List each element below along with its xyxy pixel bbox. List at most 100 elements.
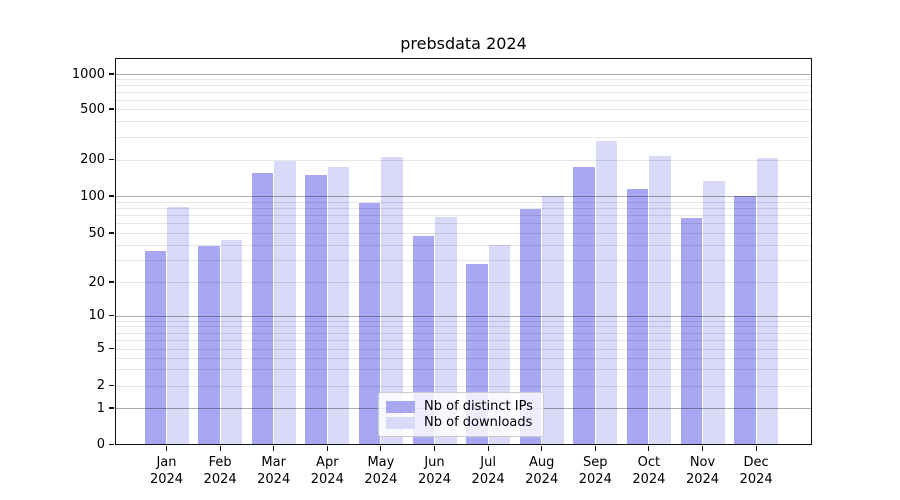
- gridline-minor-7: [115, 332, 812, 334]
- y-tick-label-5: 5: [96, 341, 105, 356]
- x-tick-mark-feb: [219, 445, 221, 451]
- y-tick-mark-50: [109, 232, 114, 234]
- legend-swatch-distinct-ips: [386, 400, 415, 414]
- bar-dl-feb: [220, 239, 243, 445]
- gridline-minor-500: [115, 109, 812, 110]
- y-tick-label-500: 500: [80, 101, 105, 117]
- bar-dl-sep: [595, 140, 618, 445]
- gridline-minor-90: [115, 201, 812, 203]
- y-tick-mark-200: [109, 158, 114, 161]
- x-tick-mark-jul: [487, 445, 489, 451]
- plot-area: [115, 58, 812, 445]
- gridline-minor-400: [115, 121, 812, 123]
- x-tick-label-may: May 2024: [364, 454, 398, 487]
- y-tick-label-200: 200: [80, 152, 105, 167]
- gridline-minor-900: [115, 79, 812, 81]
- x-tick-label-apr: Apr 2024: [310, 454, 344, 487]
- x-tick-mark-sep: [594, 445, 596, 451]
- x-tick-label-mar: Mar 2024: [257, 454, 291, 487]
- bar-ips-mar: [251, 172, 274, 445]
- x-tick-mark-mar: [273, 445, 275, 451]
- y-tick-mark-0: [109, 443, 114, 446]
- y-tick-mark-10: [109, 315, 114, 317]
- gridline-minor-2: [115, 385, 812, 387]
- gridline-minor-9: [115, 320, 812, 322]
- bar-dl-mar: [274, 160, 296, 445]
- y-tick-label-100: 100: [80, 188, 105, 204]
- y-tick-label-0: 0: [96, 437, 105, 452]
- legend-item-distinct-ips: Nb of distinct IPs: [386, 400, 535, 414]
- legend-swatch-downloads: [386, 416, 415, 430]
- x-tick-label-feb: Feb 2024: [203, 454, 237, 487]
- gridline-minor-50: [115, 233, 812, 234]
- x-tick-label-dec: Dec 2024: [739, 454, 773, 487]
- y-tick-mark-500: [109, 108, 114, 110]
- bar-ips-feb: [198, 246, 220, 445]
- y-tick-mark-20: [109, 281, 114, 283]
- x-tick-label-jul: Jul 2024: [471, 454, 505, 487]
- chart-title: prebsdata 2024: [400, 34, 527, 53]
- y-tick-mark-2: [109, 384, 114, 387]
- y-tick-mark-5: [109, 347, 114, 350]
- gridline-minor-5: [115, 348, 812, 350]
- x-tick-mark-dec: [755, 445, 757, 451]
- x-tick-mark-oct: [648, 445, 650, 451]
- x-tick-mark-nov: [701, 445, 704, 451]
- gridline-minor-600: [115, 99, 812, 101]
- x-tick-label-aug: Aug 2024: [525, 454, 559, 487]
- bar-dl-jun: [435, 216, 457, 445]
- gridline-minor-300: [115, 137, 812, 139]
- gridline-minor-4: [115, 357, 812, 359]
- bar-dl-aug: [542, 196, 564, 445]
- bar-ips-apr: [305, 174, 327, 445]
- gridline-minor-40: [115, 244, 812, 246]
- gridline-major-10: [115, 315, 812, 317]
- y-tick-label-10: 10: [88, 308, 105, 324]
- gridline-minor-30: [115, 260, 812, 262]
- x-tick-mark-jan: [165, 445, 168, 451]
- legend-label-downloads: Nb of downloads: [424, 415, 533, 430]
- bar-ips-sep: [573, 167, 595, 445]
- gridline-minor-6: [115, 339, 812, 341]
- bar-dl-oct: [649, 155, 671, 445]
- gridline-minor-3: [115, 369, 812, 371]
- x-tick-label-oct: Oct 2024: [632, 454, 666, 487]
- y-tick-mark-1000: [109, 73, 114, 75]
- gridline-minor-60: [115, 223, 812, 225]
- x-tick-mark-aug: [541, 445, 543, 451]
- x-tick-label-jun: Jun 2024: [417, 454, 452, 487]
- bar-dl-apr: [327, 166, 350, 445]
- bar-dl-nov: [703, 180, 725, 445]
- bar-dl-may: [381, 156, 403, 445]
- x-tick-label-sep: Sep 2024: [578, 454, 612, 487]
- x-tick-mark-may: [380, 445, 382, 451]
- legend-item-downloads: Nb of downloads: [386, 416, 535, 430]
- bar-ips-aug: [519, 209, 542, 445]
- legend-label-distinct-ips: Nb of distinct IPs: [424, 399, 533, 414]
- bar-ips-may: [358, 203, 381, 445]
- gridline-major-1000: [115, 74, 812, 75]
- bar-dl-jan: [167, 206, 189, 445]
- x-tick-mark-apr: [326, 445, 328, 451]
- gridline-minor-70: [115, 215, 812, 217]
- x-tick-label-jan: Jan 2024: [149, 454, 184, 487]
- x-tick-label-nov: Nov 2024: [685, 454, 720, 487]
- y-tick-label-50: 50: [88, 225, 105, 241]
- gridline-minor-80: [115, 207, 812, 209]
- y-tick-label-20: 20: [88, 274, 105, 290]
- y-tick-label-1000: 1000: [71, 66, 105, 82]
- y-tick-label-2: 2: [96, 378, 105, 393]
- bar-ips-nov: [680, 218, 702, 445]
- gridline-major-100: [115, 196, 812, 197]
- y-tick-label-1: 1: [96, 400, 105, 416]
- gridline-minor-20: [115, 282, 812, 283]
- y-tick-mark-1: [109, 407, 114, 409]
- legend: Nb of distinct IPs Nb of downloads: [378, 392, 544, 437]
- bar-dl-dec: [756, 158, 779, 445]
- bar-ips-oct: [626, 188, 649, 445]
- gridline-minor-700: [115, 92, 812, 93]
- bar-ips-dec: [734, 196, 756, 445]
- x-tick-mark-jun: [433, 445, 436, 451]
- gridline-minor-200: [115, 159, 812, 161]
